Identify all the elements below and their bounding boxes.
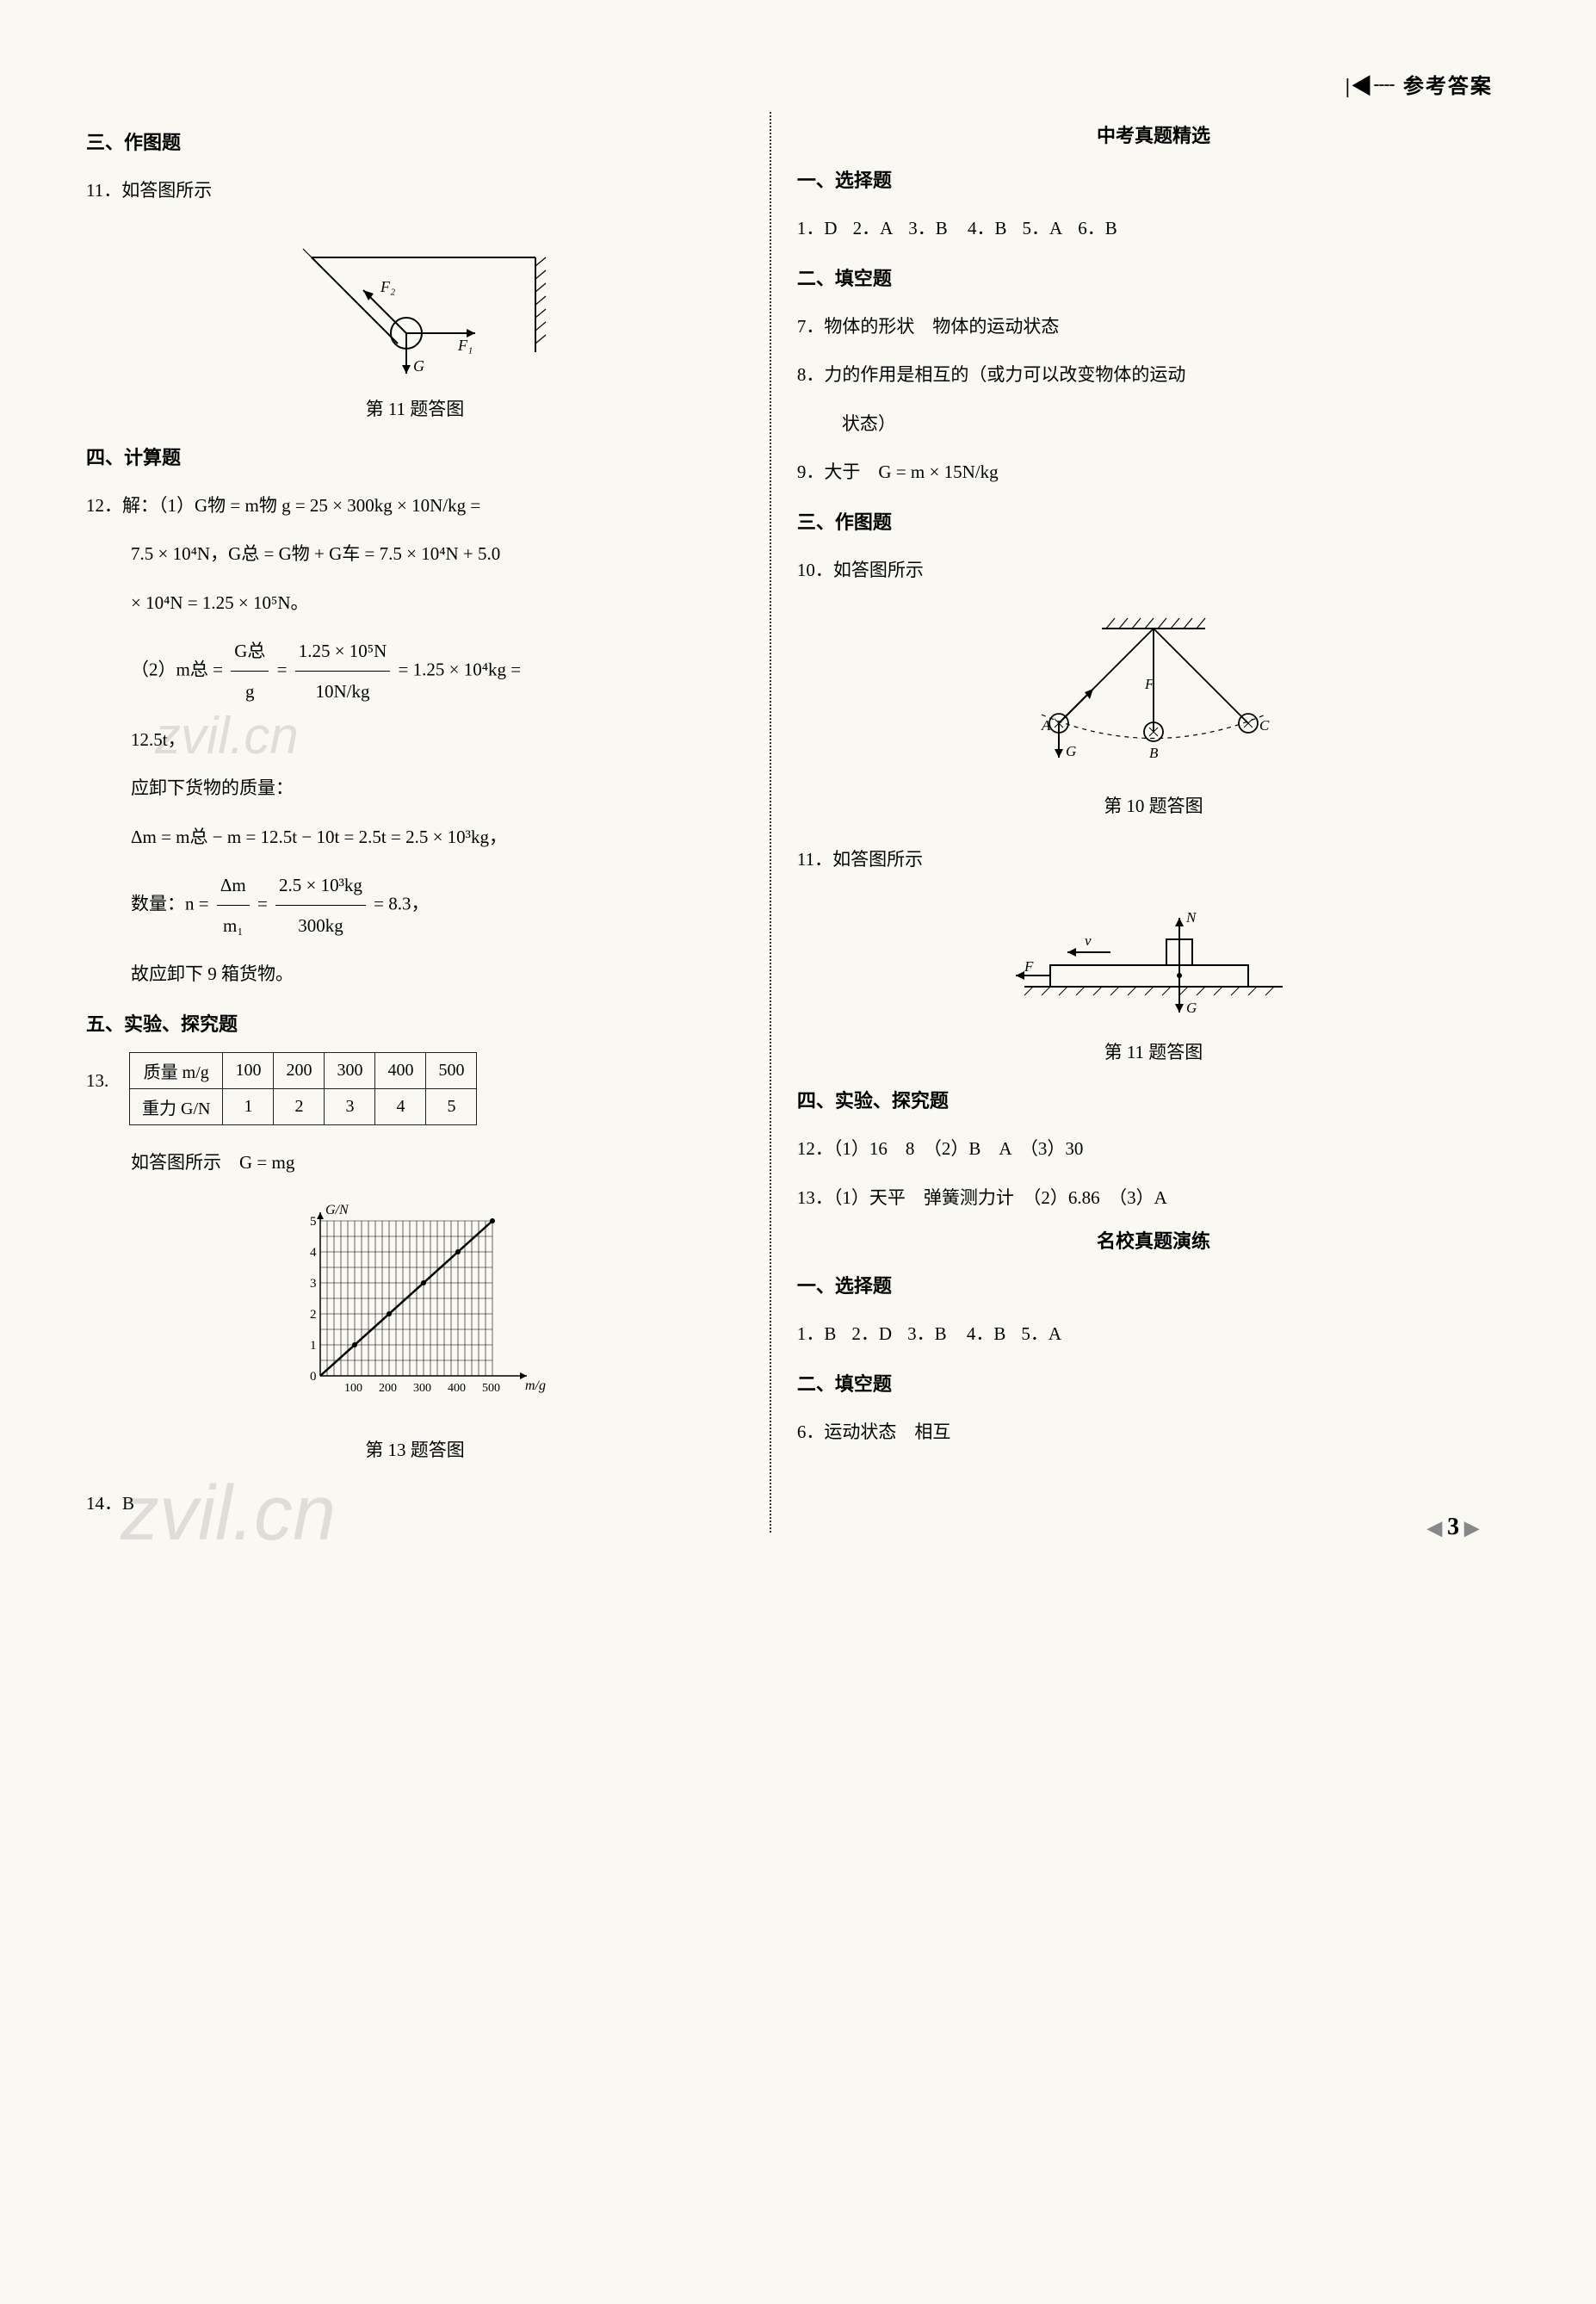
svg-text:v: v — [1085, 932, 1092, 949]
question-14: 14．B — [86, 1483, 744, 1523]
svg-text:G: G — [1186, 1000, 1197, 1016]
mc-answers-2: 1．B2．D3．B 4．B5．A — [797, 1314, 1510, 1353]
figure-11: F₁ F₂ G — [86, 223, 744, 382]
question-12r: 12．（1）16 8 （2）B A （3）30 — [797, 1129, 1510, 1168]
svg-text:F₁: F₁ — [457, 337, 473, 354]
left-column: 三、作图题 11．如答图所示 — [86, 112, 770, 1533]
section-heading: 三、作图题 — [797, 507, 1510, 535]
svg-text:F₂: F₂ — [380, 278, 395, 295]
svg-text:100: 100 — [344, 1382, 362, 1395]
q12-line: 故应卸下 9 箱货物。 — [86, 954, 744, 994]
question-10: 10．如答图所示 — [797, 550, 1510, 590]
svg-text:0: 0 — [310, 1370, 317, 1384]
svg-text:N: N — [1185, 909, 1197, 926]
question-7: 7．物体的形状 物体的运动状态 — [797, 307, 1510, 346]
figure-11-caption: 第 11 题答图 — [86, 395, 744, 421]
svg-text:A: A — [1041, 717, 1051, 734]
section-heading: 一、选择题 — [797, 165, 1510, 193]
svg-text:G: G — [1066, 743, 1076, 759]
section-heading: 一、选择题 — [797, 1271, 1510, 1298]
two-column-layout: 三、作图题 11．如答图所示 — [86, 112, 1510, 1533]
section-heading: 四、实验、探究题 — [797, 1086, 1510, 1113]
q13-label: 13. — [86, 1061, 129, 1100]
figure-11-right: N G F v — [797, 892, 1510, 1025]
figure-13-caption: 第 13 题答图 — [86, 1436, 744, 1462]
question-9: 9．大于 G = m × 15N/kg — [797, 452, 1510, 492]
svg-text:300: 300 — [413, 1382, 431, 1395]
svg-text:G: G — [413, 357, 424, 375]
svg-text:3: 3 — [310, 1277, 317, 1291]
svg-text:1: 1 — [310, 1339, 317, 1353]
svg-text:5: 5 — [310, 1215, 317, 1229]
question-6b: 6．运动状态 相互 — [797, 1412, 1510, 1452]
svg-text:200: 200 — [379, 1382, 397, 1395]
q12-line: 12．解：（1）G物 = m物 g = 25 × 300kg × 10N/kg … — [86, 486, 744, 525]
center-heading: 中考真题精选 — [797, 121, 1510, 148]
center-heading: 名校真题演练 — [797, 1226, 1510, 1254]
question-8: 8．力的作用是相互的（或力可以改变物体的运动 — [797, 355, 1510, 394]
q12-line: × 10⁴N = 1.25 × 10⁵N。 — [86, 583, 744, 622]
table-row: 质量 m/g 100 200 300 400 500 — [130, 1053, 477, 1089]
svg-text:m/g: m/g — [525, 1378, 546, 1393]
question-11r: 11．如答图所示 — [797, 839, 1510, 879]
svg-text:G/N: G/N — [325, 1203, 350, 1217]
svg-text:2: 2 — [310, 1308, 317, 1322]
q13-table: 质量 m/g 100 200 300 400 500 重力 G/N 1 2 3 … — [129, 1052, 477, 1125]
svg-text:F: F — [1024, 958, 1034, 975]
figure-13-chart: G/N m/g 0 1 2 — [86, 1195, 744, 1423]
mc-answers-1: 1．D2．A3．B 4．B5．A6．B — [797, 208, 1510, 248]
triangle-right-icon: ▶ — [1464, 1517, 1479, 1539]
question-8b: 状态） — [797, 404, 1510, 443]
section-heading: 三、作图题 — [86, 127, 744, 155]
figure-10: A B C F G — [797, 603, 1510, 779]
page-number: ◀3▶ — [1422, 1514, 1484, 1541]
svg-text:C: C — [1259, 717, 1270, 734]
svg-text:4: 4 — [310, 1246, 317, 1260]
svg-text:400: 400 — [448, 1382, 466, 1395]
section-heading: 四、计算题 — [86, 443, 744, 470]
page-title: |◀┈ 参考答案 — [1345, 69, 1493, 99]
q12-line: （2）m总 = G总g = 1.25 × 10⁵N10N/kg = 1.25 ×… — [86, 631, 744, 711]
triangle-left-icon: ◀ — [1427, 1517, 1442, 1539]
q12-line: 数量：n = Δmm₁ = 2.5 × 10³kg300kg = 8.3， — [86, 865, 744, 945]
svg-text:500: 500 — [482, 1382, 500, 1395]
q13-after: 如答图所示 G = mg — [86, 1143, 744, 1182]
table-row: 重力 G/N 1 2 3 4 5 — [130, 1089, 477, 1125]
figure-11r-caption: 第 11 题答图 — [797, 1038, 1510, 1064]
question-11: 11．如答图所示 — [86, 170, 744, 210]
svg-text:B: B — [1149, 745, 1159, 761]
q12-line: 应卸下货物的质量： — [86, 768, 744, 808]
figure-10-caption: 第 10 题答图 — [797, 792, 1510, 818]
q12-line: 12.5t， — [86, 720, 744, 759]
q12-line: Δm = m总 − m = 12.5t − 10t = 2.5t = 2.5 ×… — [86, 817, 744, 857]
question-13r: 13．（1）天平 弹簧测力计 （2）6.86 （3）A — [797, 1178, 1510, 1217]
right-column: 中考真题精选 一、选择题 1．D2．A3．B 4．B5．A6．B 二、填空题 7… — [770, 112, 1510, 1533]
svg-text:F: F — [1144, 676, 1154, 692]
section-heading: 二、填空题 — [797, 263, 1510, 291]
section-heading: 五、实验、探究题 — [86, 1009, 744, 1037]
section-heading: 二、填空题 — [797, 1369, 1510, 1397]
q12-line: 7.5 × 10⁴N，G总 = G物 + G车 = 7.5 × 10⁴N + 5… — [86, 534, 744, 573]
